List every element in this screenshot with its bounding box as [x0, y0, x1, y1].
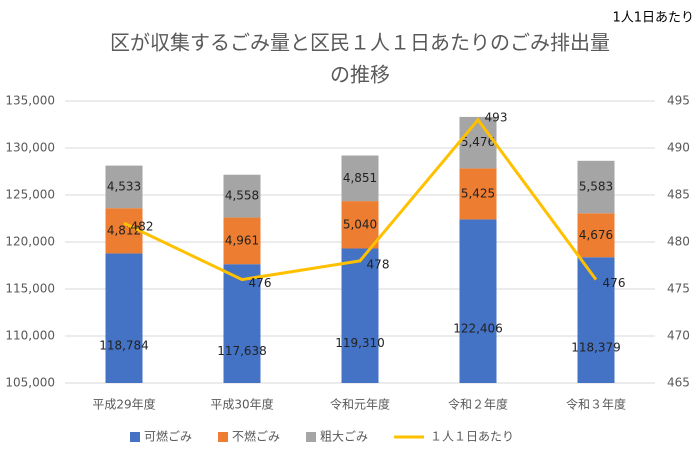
y-tick-label: 105,000	[5, 376, 55, 390]
y2-tick-label: 465	[667, 376, 690, 390]
x-tick-label: 平成30年度	[210, 397, 273, 412]
y-tick-label: 125,000	[5, 188, 55, 202]
value-label: 5,425	[461, 186, 495, 200]
y2-tick-label: 470	[667, 329, 690, 343]
legend-swatch	[306, 432, 317, 442]
y-tick-label: 120,000	[5, 235, 55, 249]
value-label: 118,379	[571, 341, 621, 355]
value-label: 4,533	[107, 179, 141, 193]
y-tick-label: 110,000	[5, 329, 55, 343]
value-label: 476	[249, 276, 272, 290]
value-label: 5,583	[579, 180, 613, 194]
x-tick-label: 令和元年度	[330, 397, 390, 412]
value-label: 5,040	[343, 217, 377, 231]
bar-segment	[223, 264, 261, 383]
x-tick-label: 平成29年度	[92, 397, 155, 412]
y-tick-label: 130,000	[5, 141, 55, 155]
bar-segment	[577, 213, 615, 258]
bar-segment	[341, 201, 379, 249]
value-label: 117,638	[217, 344, 267, 358]
bar-segment	[577, 160, 615, 214]
bar-segment	[341, 248, 379, 383]
y2-tick-label: 490	[667, 141, 690, 155]
chart-title: の推移	[330, 63, 390, 87]
bar-segment	[341, 155, 379, 202]
bar-segment	[105, 253, 143, 383]
value-label: 476	[603, 276, 626, 290]
value-label: 122,406	[453, 322, 503, 336]
bar-segment	[459, 168, 497, 220]
line-series	[123, 117, 598, 282]
value-label: 4,558	[225, 189, 259, 203]
y-tick-label: 115,000	[5, 282, 55, 296]
value-label: 119,310	[335, 336, 385, 350]
bar-segment	[223, 217, 261, 265]
bar-segment	[223, 174, 261, 218]
y2-tick-label: 495	[667, 94, 690, 108]
legend-label: 不燃ごみ	[232, 429, 280, 444]
x-tick-label: 令和３年度	[566, 397, 626, 412]
bar-segment	[105, 208, 143, 254]
legend-label: 粗大ごみ	[320, 429, 368, 444]
y-tick-label: 135,000	[5, 94, 55, 108]
value-label: 478	[367, 257, 390, 271]
legend-swatch	[218, 432, 229, 442]
value-label: 482	[131, 220, 154, 234]
legend-swatch	[130, 432, 140, 442]
chart-title: 区が収集するごみ量と区民１人１日あたりのごみ排出量	[110, 31, 610, 55]
legend-label: １人１日あたり	[430, 430, 514, 444]
value-label: 4,676	[579, 228, 613, 242]
value-label: 493	[485, 110, 508, 124]
y2-tick-label: 480	[667, 235, 690, 249]
value-label: 4,851	[343, 171, 377, 185]
x-tick-label: 令和２年度	[448, 397, 508, 412]
value-label: 4,961	[225, 233, 259, 247]
bar-segment	[459, 116, 497, 169]
y2-axis-label: 1人1日あたり	[612, 11, 694, 26]
value-label: 118,784	[99, 339, 149, 353]
y2-tick-label: 475	[667, 282, 690, 296]
bar-segment	[459, 219, 497, 383]
value-label: 5,476	[461, 135, 495, 149]
y2-tick-label: 485	[667, 188, 690, 202]
bar-segment	[105, 165, 143, 209]
legend-label: 可燃ごみ	[144, 429, 192, 444]
